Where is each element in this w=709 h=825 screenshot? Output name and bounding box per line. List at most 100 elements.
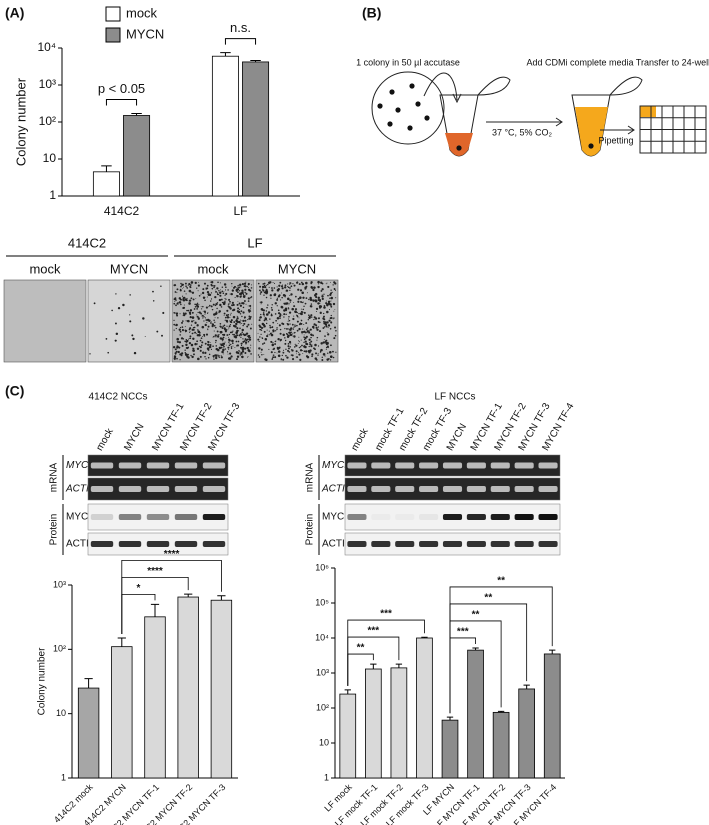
bar (92, 171, 120, 197)
colony-dot (244, 285, 247, 288)
colony-dot (196, 315, 199, 318)
colony-dot (261, 348, 263, 350)
colony-dot (312, 299, 315, 302)
colony-dot (247, 334, 251, 338)
colony-dot (286, 356, 289, 359)
colony-dot (190, 343, 194, 347)
colony-dot (245, 339, 248, 342)
colony-dot (315, 296, 318, 299)
colony-dot (310, 336, 312, 339)
colony-dot (288, 315, 290, 318)
significance-label: ** (497, 576, 505, 587)
y-tick-label: 10⁵ (315, 597, 329, 607)
colony-dot (199, 346, 202, 349)
colony-dot (313, 286, 316, 289)
colony-dot (204, 356, 206, 358)
colony-dot (227, 289, 229, 291)
colony-dot (310, 303, 313, 305)
colony-dot (285, 313, 287, 315)
row-label: MYCN (66, 512, 95, 523)
colony-dot (205, 317, 207, 319)
colony-dot (184, 353, 188, 356)
colony-dot (222, 292, 225, 295)
blot-band (90, 462, 114, 469)
colony-dot (332, 350, 334, 353)
colony-dot (281, 322, 284, 325)
colony-dot (191, 291, 195, 294)
colony-dot (218, 346, 222, 350)
blot-band (514, 462, 534, 469)
colony-dot (286, 333, 289, 336)
colony-dot (240, 344, 243, 347)
colony-dot (321, 282, 324, 285)
significance-label: n.s. (230, 20, 251, 35)
colony-dot (235, 331, 238, 334)
colony-dot (334, 289, 337, 291)
colony-dot (272, 356, 275, 359)
colony-dot (207, 356, 210, 359)
colony-dot (323, 312, 325, 315)
colony-dot (263, 330, 266, 333)
error-bar (250, 59, 261, 62)
blot-band (118, 486, 142, 492)
colony-dot (302, 353, 304, 354)
colony-dot (299, 296, 302, 299)
colony-dot (265, 322, 268, 325)
colony-dot (290, 349, 293, 351)
colony-dot (217, 317, 219, 319)
colony-image (3, 279, 87, 363)
colony-dot (221, 337, 223, 339)
colony-dot (191, 316, 195, 319)
colony-dot (199, 349, 202, 352)
colony-dot (313, 316, 316, 319)
blot-band (90, 514, 114, 520)
colony-dot (322, 353, 326, 356)
colony-dot (289, 282, 291, 284)
colony-dot (321, 294, 323, 296)
error-bar (344, 689, 351, 695)
colony-dot (303, 311, 306, 314)
colony-dot (225, 298, 227, 300)
blot-band (174, 541, 198, 547)
colony-dot (144, 335, 146, 337)
colony-dot (274, 356, 277, 359)
colony-dot (239, 304, 243, 307)
colony-dot (294, 325, 296, 328)
colony-dot (263, 342, 266, 344)
colony-dot (227, 303, 230, 305)
colony-dot (301, 333, 303, 335)
colony-dot (308, 331, 311, 334)
colony-dot (226, 334, 229, 336)
colony-dot (216, 330, 219, 333)
colony-dot (322, 327, 325, 330)
colony-dot (327, 324, 331, 327)
colony-dot (257, 282, 260, 285)
colony-dot (287, 298, 290, 301)
error-bar (217, 595, 226, 601)
colony-dot (224, 319, 226, 321)
error-bar (523, 684, 530, 689)
colony-dot (215, 345, 218, 347)
colony-dot (265, 296, 268, 299)
colony-dot (270, 297, 272, 299)
colony-dot (188, 300, 191, 302)
blot-band (395, 541, 415, 547)
image-group-label: 414C2 (68, 235, 106, 250)
colony-dot (317, 296, 321, 300)
colony-dot (248, 338, 252, 341)
colony-dot (210, 298, 212, 300)
blot-band (466, 514, 486, 520)
colony-dot (194, 331, 197, 334)
colony-dot (293, 305, 296, 308)
colony-dot (288, 303, 290, 305)
colony-dot (281, 296, 283, 299)
colony-dot (227, 314, 230, 316)
colony-dot (248, 317, 252, 320)
colony-dot (180, 282, 182, 285)
colony-dot (173, 319, 175, 321)
bar (339, 693, 357, 779)
colony-dot (286, 323, 288, 325)
colony-dot (314, 292, 318, 296)
colony-dot (209, 281, 211, 283)
colony-dot (245, 332, 249, 335)
